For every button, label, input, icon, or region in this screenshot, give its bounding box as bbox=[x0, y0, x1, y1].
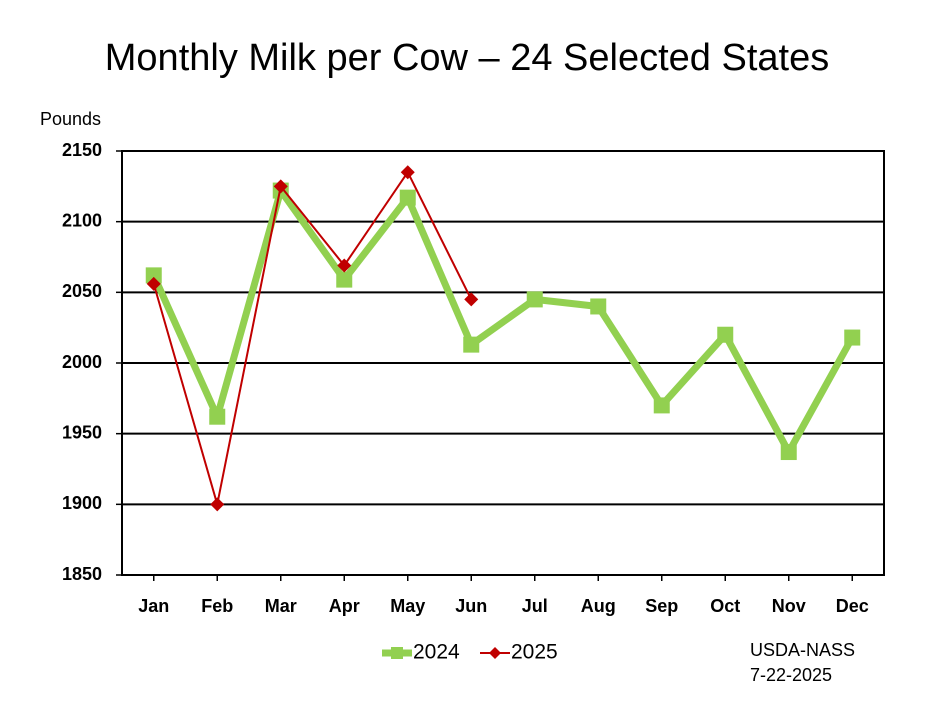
y-tick-label: 2100 bbox=[62, 210, 102, 230]
x-tick-label: Mar bbox=[265, 596, 297, 616]
legend-label: 2025 bbox=[511, 641, 558, 664]
y-tick-label: 1850 bbox=[62, 564, 102, 584]
y-axis-label: Pounds bbox=[40, 109, 101, 129]
y-tick-label: 2050 bbox=[62, 281, 102, 301]
marker bbox=[464, 292, 479, 307]
series-line bbox=[152, 171, 473, 506]
source-date: 7-22-2025 bbox=[750, 665, 832, 685]
x-tick-label: Apr bbox=[329, 596, 360, 616]
plot-frame bbox=[121, 150, 885, 576]
marker bbox=[146, 276, 161, 291]
marker bbox=[844, 329, 861, 346]
legend-marker bbox=[489, 647, 501, 659]
source: USDA-NASS bbox=[750, 640, 855, 660]
marker bbox=[209, 408, 226, 425]
marker bbox=[463, 336, 480, 353]
marker bbox=[717, 326, 734, 343]
x-tick-label: Jan bbox=[138, 596, 169, 616]
y-tick-label: 1950 bbox=[62, 422, 102, 442]
marker bbox=[337, 258, 352, 273]
x-tick-label: Jun bbox=[455, 596, 487, 616]
marker bbox=[780, 444, 797, 461]
marker bbox=[145, 267, 162, 284]
x-tick-label: Sep bbox=[645, 596, 678, 616]
x-tick-label: Dec bbox=[836, 596, 869, 616]
series-line bbox=[150, 187, 856, 456]
y-tick-label: 1900 bbox=[62, 493, 102, 513]
marker bbox=[400, 165, 415, 180]
chart-title: Monthly Milk per Cow – 24 Selected State… bbox=[105, 37, 829, 79]
marker bbox=[336, 271, 353, 288]
marker bbox=[653, 397, 670, 414]
x-tick-label: May bbox=[390, 596, 425, 616]
x-tick-label: Jul bbox=[522, 596, 548, 616]
marker bbox=[210, 497, 225, 512]
marker bbox=[526, 291, 543, 308]
x-tick-label: Feb bbox=[201, 596, 233, 616]
legend-marker bbox=[391, 647, 403, 659]
x-tick-label: Oct bbox=[710, 596, 740, 616]
marker bbox=[273, 179, 288, 194]
marker bbox=[590, 298, 607, 315]
legend-label: 2024 bbox=[413, 641, 460, 664]
y-tick-label: 2150 bbox=[62, 140, 102, 160]
marker bbox=[399, 189, 416, 206]
y-tick-label: 2000 bbox=[62, 352, 102, 372]
x-tick-label: Nov bbox=[772, 596, 806, 616]
x-tick-label: Aug bbox=[581, 596, 616, 616]
